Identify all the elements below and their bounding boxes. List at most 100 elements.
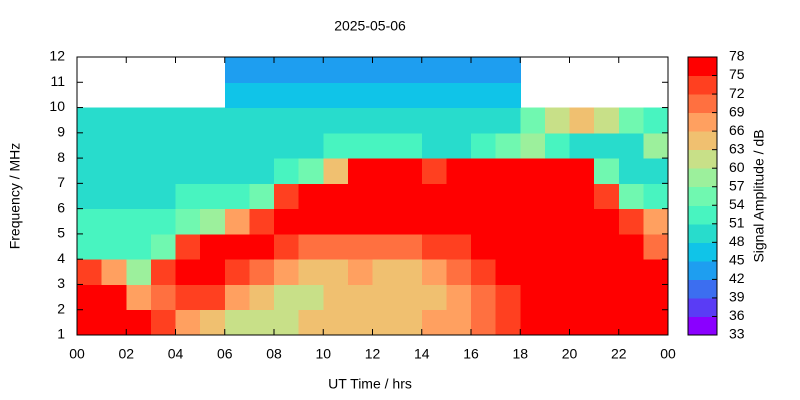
y-tick-label: 7 bbox=[57, 174, 65, 190]
heatmap-cell bbox=[323, 233, 349, 260]
colorbar-band bbox=[688, 297, 717, 317]
x-tick-label: 14 bbox=[414, 346, 430, 362]
heatmap-cell bbox=[175, 259, 201, 285]
heatmap-cell bbox=[347, 158, 373, 184]
heatmap-cell bbox=[298, 208, 324, 235]
heatmap-cell bbox=[175, 107, 201, 134]
heatmap-cell bbox=[397, 132, 423, 159]
heatmap-cell bbox=[495, 107, 521, 134]
heatmap-cell bbox=[520, 183, 546, 210]
heatmap-cell bbox=[274, 82, 300, 109]
heatmap-cell bbox=[618, 183, 644, 210]
colorbar-label: Signal Amplitude / dB bbox=[751, 129, 767, 262]
heatmap-cell bbox=[77, 309, 103, 336]
heatmap-cell bbox=[347, 208, 373, 235]
heatmap-cell bbox=[421, 208, 447, 235]
heatmap-cell bbox=[249, 57, 275, 83]
heatmap-cell bbox=[126, 309, 152, 336]
colorbar-band bbox=[688, 168, 717, 188]
heatmap-cell bbox=[569, 208, 595, 235]
heatmap-cell bbox=[224, 57, 250, 83]
colorbar-tick-label: 39 bbox=[729, 289, 745, 305]
heatmap-cell bbox=[372, 284, 398, 311]
colorbar-tick-label: 60 bbox=[729, 159, 745, 175]
colorbar-band bbox=[688, 112, 717, 132]
heatmap-cell bbox=[618, 309, 644, 336]
heatmap-cell bbox=[274, 132, 300, 159]
x-axis-label: UT Time / hrs bbox=[328, 376, 412, 392]
heatmap-cell bbox=[569, 158, 595, 184]
colorbar-band bbox=[688, 94, 717, 114]
x-tick-label: 06 bbox=[217, 346, 233, 362]
y-tick-label: 10 bbox=[49, 98, 65, 114]
heatmap-cell bbox=[397, 284, 423, 311]
heatmap-cell bbox=[495, 183, 521, 210]
colorbar-band bbox=[688, 316, 717, 336]
heatmap-cell bbox=[347, 82, 373, 109]
heatmap-cell bbox=[544, 233, 570, 260]
heatmap-cell bbox=[101, 309, 127, 336]
colorbar-band bbox=[688, 75, 717, 95]
heatmap-cell bbox=[421, 158, 447, 184]
heatmap-cell bbox=[618, 284, 644, 311]
heatmap-cell bbox=[397, 183, 423, 210]
x-tick-label: 20 bbox=[562, 346, 578, 362]
heatmap-cell bbox=[544, 183, 570, 210]
x-tick-label: 18 bbox=[512, 346, 528, 362]
heatmap-cell bbox=[101, 158, 127, 184]
colorbar-band bbox=[688, 223, 717, 243]
heatmap-cell bbox=[126, 284, 152, 311]
colorbar-tick-label: 48 bbox=[729, 233, 745, 249]
heatmap-cell bbox=[372, 82, 398, 109]
heatmap-cell bbox=[175, 183, 201, 210]
heatmap-cell bbox=[175, 132, 201, 159]
heatmap-cell bbox=[544, 309, 570, 336]
heatmap-cell bbox=[77, 284, 103, 311]
heatmap-cell bbox=[594, 107, 620, 134]
x-tick-label: 22 bbox=[611, 346, 627, 362]
heatmap-cell bbox=[200, 183, 226, 210]
heatmap-cell bbox=[446, 57, 472, 83]
heatmap-cell bbox=[618, 107, 644, 134]
heatmap-cell bbox=[200, 107, 226, 134]
heatmap-cell bbox=[347, 132, 373, 159]
y-axis-label: Frequency / MHz bbox=[7, 143, 23, 250]
heatmap-cell bbox=[446, 233, 472, 260]
colorbar-tick-label: 51 bbox=[729, 215, 745, 231]
heatmap-cell bbox=[274, 208, 300, 235]
heatmap-cell bbox=[397, 309, 423, 336]
heatmap-cell bbox=[618, 132, 644, 159]
heatmap-cell bbox=[643, 158, 669, 184]
heatmap-cell bbox=[249, 107, 275, 134]
colorbar-band bbox=[688, 260, 717, 280]
heatmap-cell bbox=[372, 158, 398, 184]
heatmap-cell bbox=[150, 233, 176, 260]
y-tick-label: 9 bbox=[57, 124, 65, 140]
heatmap-cell bbox=[544, 284, 570, 311]
colorbar-tick-label: 75 bbox=[729, 66, 745, 82]
heatmap-cell bbox=[520, 309, 546, 336]
heatmap-cell bbox=[397, 208, 423, 235]
heatmap-cell bbox=[249, 183, 275, 210]
heatmap-cell bbox=[77, 208, 103, 235]
heatmap-cell bbox=[594, 158, 620, 184]
colorbar-tick-label: 45 bbox=[729, 252, 745, 268]
y-tick-label: 4 bbox=[57, 250, 65, 266]
x-tick-label: 02 bbox=[118, 346, 134, 362]
colorbar-tick-label: 69 bbox=[729, 103, 745, 119]
heatmap-cell bbox=[594, 208, 620, 235]
y-tick-label: 8 bbox=[57, 149, 65, 165]
heatmap-cell bbox=[446, 107, 472, 134]
y-tick-label: 3 bbox=[57, 275, 65, 291]
heatmap-cell bbox=[200, 208, 226, 235]
heatmap-cell bbox=[200, 158, 226, 184]
heatmap-cell bbox=[495, 309, 521, 336]
heatmap-cell bbox=[150, 208, 176, 235]
heatmap-cell bbox=[446, 309, 472, 336]
heatmap-cell bbox=[643, 107, 669, 134]
colorbar-tick-label: 57 bbox=[729, 177, 745, 193]
heatmap-cell bbox=[150, 284, 176, 311]
y-tick-label: 5 bbox=[57, 225, 65, 241]
heatmap-cell bbox=[372, 208, 398, 235]
heatmap-cell bbox=[323, 57, 349, 83]
